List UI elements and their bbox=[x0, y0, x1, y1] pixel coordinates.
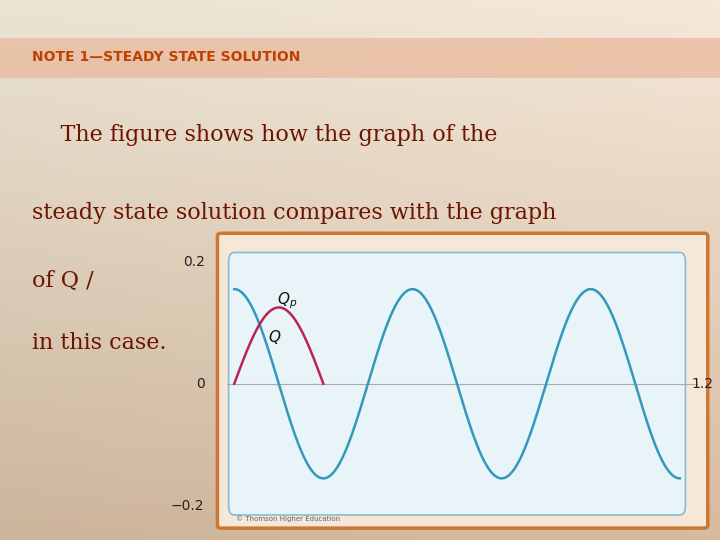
Text: in this case.: in this case. bbox=[32, 332, 167, 354]
Text: $Q_p$: $Q_p$ bbox=[277, 291, 297, 311]
Text: The figure shows how the graph of the: The figure shows how the graph of the bbox=[32, 124, 498, 146]
Text: −0.2: −0.2 bbox=[171, 499, 204, 513]
Text: 0.2: 0.2 bbox=[183, 255, 204, 269]
Text: $Q$: $Q$ bbox=[268, 328, 281, 346]
Bar bbox=[0, 38, 720, 78]
Text: 1.2: 1.2 bbox=[691, 377, 713, 391]
Text: steady state solution compares with the graph: steady state solution compares with the … bbox=[32, 202, 557, 225]
Text: 0: 0 bbox=[196, 377, 204, 391]
FancyBboxPatch shape bbox=[229, 253, 685, 515]
Text: © Thomson Higher Education: © Thomson Higher Education bbox=[236, 515, 341, 522]
Text: NOTE 1—STEADY STATE SOLUTION: NOTE 1—STEADY STATE SOLUTION bbox=[32, 50, 301, 64]
Text: of Q /: of Q / bbox=[32, 270, 94, 292]
